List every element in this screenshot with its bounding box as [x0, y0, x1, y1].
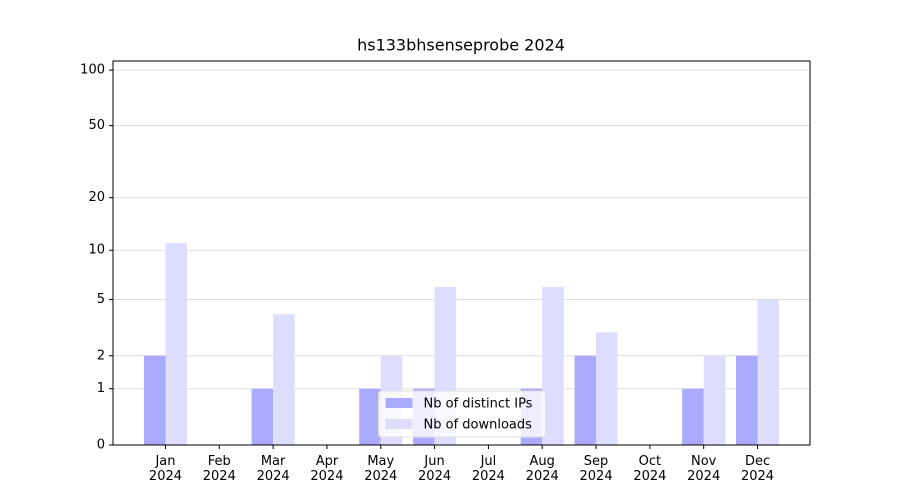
bar	[735, 355, 758, 445]
x-tick-label: Jan 2024	[148, 454, 183, 484]
y-tick-label: 1	[97, 381, 105, 396]
y-tick-label: 100	[80, 63, 105, 78]
bar	[703, 355, 726, 445]
legend-box	[378, 390, 546, 438]
x-tick-label: Apr 2024	[310, 454, 344, 484]
plot-frame	[112, 60, 811, 446]
y-tick-label: 20	[88, 190, 105, 205]
legend-label: Nb of downloads	[424, 418, 533, 433]
legend-label: Nb of distinct IPs	[424, 397, 533, 412]
y-tick-label: 10	[88, 243, 105, 258]
x-tick-label: Aug 2024	[525, 454, 559, 484]
x-tick-label: Dec 2024	[740, 454, 775, 484]
legend-swatch	[385, 419, 413, 429]
bar	[542, 286, 564, 445]
y-tick-label: 5	[97, 292, 105, 307]
legend-swatch	[385, 398, 413, 408]
x-tick-label: Feb 2024	[202, 454, 236, 484]
x-tick-label: Oct 2024	[633, 454, 667, 484]
bar	[682, 388, 704, 445]
bar	[757, 299, 780, 445]
bar	[596, 332, 618, 445]
bar	[143, 355, 166, 445]
y-tick-label: 0	[97, 438, 105, 453]
x-tick-label: Nov 2024	[687, 454, 721, 484]
y-tick-label: 50	[88, 118, 105, 133]
x-tick-label: Sep 2024	[579, 454, 613, 484]
x-tick-label: May 2024	[364, 454, 398, 484]
chart-title: hs133bhsenseprobe 2024	[357, 36, 565, 55]
y-tick-label: 2	[97, 348, 105, 363]
x-tick-label: Jul 2024	[471, 454, 505, 484]
x-tick-label: Jun 2024	[418, 454, 452, 484]
x-tick-label: Mar 2024	[256, 454, 290, 484]
bar	[574, 355, 597, 445]
bar	[251, 388, 274, 445]
bar	[273, 314, 295, 445]
bar	[165, 243, 188, 445]
bar	[359, 388, 381, 445]
